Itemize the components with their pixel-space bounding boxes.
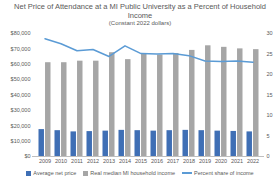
html-text:(Constant 2022 dollars): (Constant 2022 dollars) [108, 20, 172, 26]
svg-text:30: 30 [267, 30, 273, 36]
svg-text:2016: 2016 [151, 158, 163, 164]
svg-text:$10,000: $10,000 [11, 138, 31, 144]
svg-text:$80,000: $80,000 [11, 30, 31, 36]
svg-text:2014: 2014 [119, 158, 131, 164]
svg-text:2012: 2012 [87, 158, 99, 164]
svg-text:2010: 2010 [55, 158, 67, 164]
svg-text:2019: 2019 [199, 158, 211, 164]
svg-text:$30,000: $30,000 [11, 107, 31, 113]
svg-text:0: 0 [267, 153, 270, 159]
html-text:Net Price of Attendance at a M: Net Price of Attendance at a MI Public U… [14, 2, 266, 20]
svg-text:20: 20 [267, 71, 273, 77]
svg-text:2017: 2017 [167, 158, 179, 164]
svg-text:$50,000: $50,000 [11, 76, 31, 82]
svg-text:2021: 2021 [231, 158, 243, 164]
svg-text:2022: 2022 [247, 158, 259, 164]
svg-text:2020: 2020 [215, 158, 227, 164]
svg-text:25: 25 [267, 51, 273, 57]
svg-text:2009: 2009 [39, 158, 51, 164]
html-text:Real median MI household incom: Real median MI household income [90, 170, 175, 176]
html-text:Average net price: Average net price [33, 170, 77, 176]
svg-text:$20,000: $20,000 [11, 123, 31, 129]
svg-text:5: 5 [267, 133, 270, 139]
svg-text:2015: 2015 [135, 158, 147, 164]
svg-text:15: 15 [267, 92, 273, 98]
svg-text:$0: $0 [24, 153, 30, 159]
svg-text:2018: 2018 [183, 158, 195, 164]
svg-text:10: 10 [267, 112, 273, 118]
svg-text:$70,000: $70,000 [11, 46, 31, 52]
html-text:Percent share of income: Percent share of income [194, 170, 254, 176]
svg-text:$40,000: $40,000 [11, 92, 31, 98]
svg-text:$60,000: $60,000 [11, 61, 31, 67]
svg-text:2011: 2011 [71, 158, 83, 164]
svg-text:2013: 2013 [103, 158, 115, 164]
